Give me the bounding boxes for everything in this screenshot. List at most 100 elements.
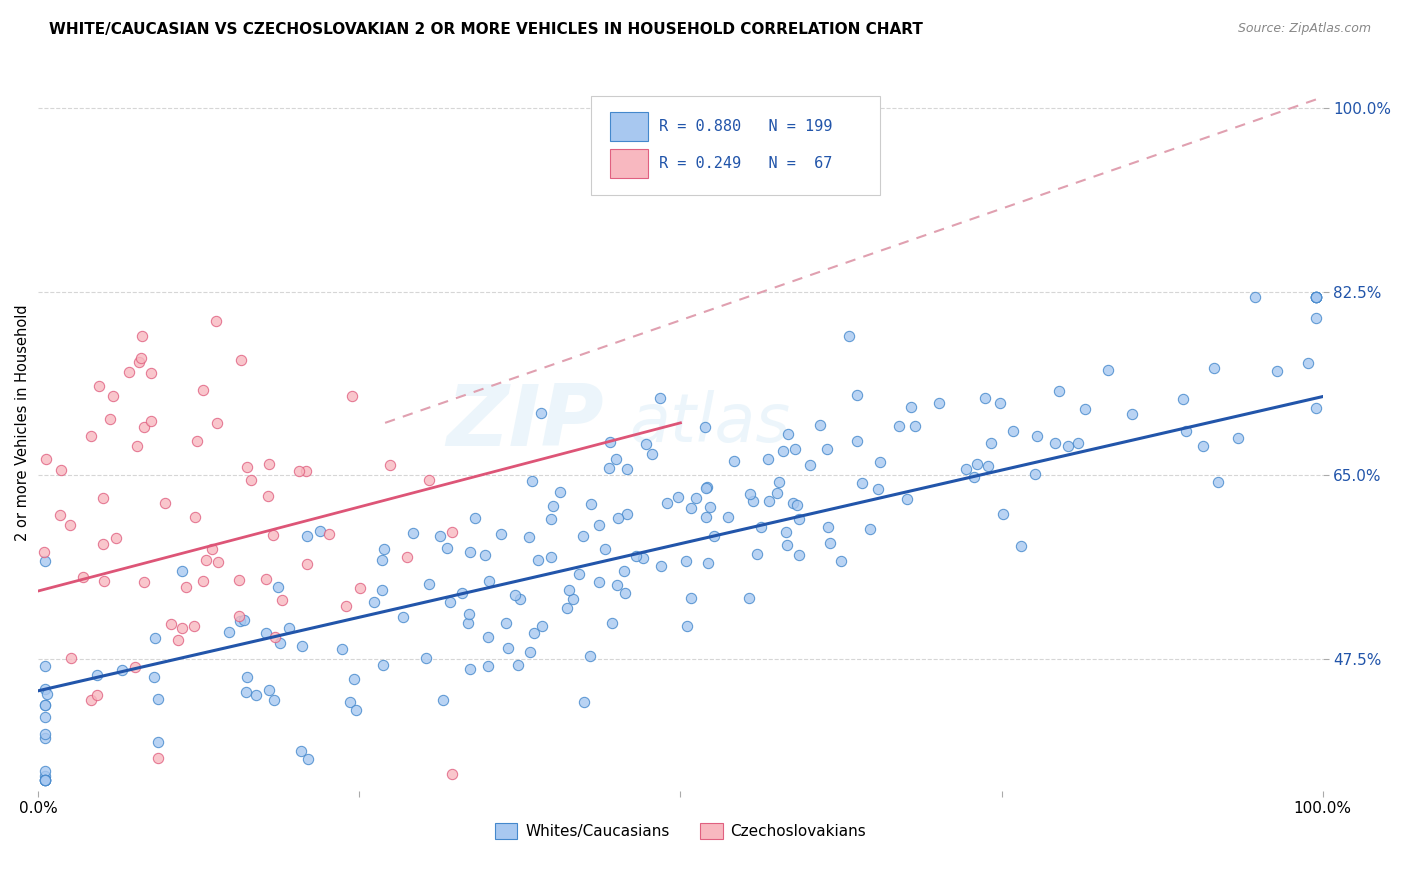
- Point: [696, 479, 718, 493]
- Point: [634, 437, 657, 451]
- Point: [378, 458, 401, 472]
- Point: [695, 510, 717, 524]
- Point: [245, 688, 267, 702]
- Point: [818, 535, 841, 549]
- Point: [34, 764, 56, 778]
- Point: [1010, 539, 1032, 553]
- Point: [571, 529, 593, 543]
- Point: [723, 454, 745, 468]
- Point: [370, 553, 392, 567]
- Point: [235, 685, 257, 699]
- Point: [650, 559, 672, 574]
- Point: [557, 583, 579, 598]
- Text: R = 0.880   N = 199: R = 0.880 N = 199: [658, 119, 832, 134]
- Point: [745, 547, 768, 561]
- FancyBboxPatch shape: [610, 112, 648, 141]
- Point: [1001, 424, 1024, 438]
- Point: [229, 614, 252, 628]
- Point: [602, 615, 624, 630]
- Point: [966, 457, 988, 471]
- Point: [35, 451, 58, 466]
- Point: [308, 524, 330, 538]
- Point: [418, 577, 440, 591]
- Point: [641, 447, 664, 461]
- Point: [772, 444, 794, 458]
- Y-axis label: 2 or more Vehicles in Household: 2 or more Vehicles in Household: [15, 304, 30, 541]
- Point: [183, 619, 205, 633]
- Point: [666, 491, 689, 505]
- Point: [174, 580, 197, 594]
- Point: [817, 519, 839, 533]
- Point: [679, 591, 702, 605]
- Point: [34, 698, 56, 713]
- Point: [555, 600, 578, 615]
- Point: [235, 670, 257, 684]
- Point: [297, 752, 319, 766]
- Point: [1305, 290, 1327, 304]
- Point: [980, 436, 1002, 450]
- Point: [520, 474, 543, 488]
- Point: [846, 388, 869, 402]
- Point: [278, 621, 301, 635]
- Point: [93, 574, 115, 589]
- Point: [344, 703, 367, 717]
- Point: [34, 545, 56, 559]
- Point: [1305, 290, 1327, 304]
- Point: [34, 773, 56, 788]
- Point: [167, 633, 190, 648]
- Point: [429, 529, 451, 543]
- Point: [204, 314, 226, 328]
- Point: [34, 710, 56, 724]
- Point: [887, 419, 910, 434]
- Point: [232, 613, 254, 627]
- Point: [588, 518, 610, 533]
- Point: [146, 750, 169, 764]
- Point: [464, 511, 486, 525]
- Point: [59, 518, 82, 533]
- Point: [34, 769, 56, 783]
- Point: [741, 493, 763, 508]
- Point: [87, 378, 110, 392]
- Point: [148, 735, 170, 749]
- Legend: Whites/Caucasians, Czechoslovakians: Whites/Caucasians, Czechoslovakians: [488, 817, 873, 846]
- Point: [363, 595, 385, 609]
- Point: [477, 630, 499, 644]
- Point: [103, 388, 125, 402]
- Point: [48, 508, 70, 523]
- Point: [335, 599, 357, 613]
- Point: [34, 698, 56, 712]
- Point: [1202, 361, 1225, 376]
- Point: [240, 473, 263, 487]
- Point: [34, 773, 56, 788]
- Point: [172, 620, 194, 634]
- Point: [782, 496, 804, 510]
- Text: atlas: atlas: [628, 390, 790, 456]
- Point: [616, 461, 638, 475]
- Point: [371, 582, 394, 597]
- Point: [205, 416, 228, 430]
- Point: [98, 411, 121, 425]
- Point: [415, 650, 437, 665]
- Point: [572, 695, 595, 709]
- Point: [648, 391, 671, 405]
- Point: [830, 554, 852, 568]
- Point: [783, 442, 806, 457]
- Point: [548, 484, 571, 499]
- Point: [896, 491, 918, 506]
- Point: [655, 496, 678, 510]
- Point: [868, 482, 890, 496]
- Point: [808, 418, 831, 433]
- Point: [1305, 290, 1327, 304]
- Point: [789, 548, 811, 562]
- Point: [675, 554, 697, 568]
- Point: [34, 554, 56, 568]
- Point: [738, 487, 761, 501]
- Point: [342, 388, 364, 402]
- Point: [184, 509, 207, 524]
- Point: [34, 658, 56, 673]
- Point: [1305, 290, 1327, 304]
- Point: [262, 528, 284, 542]
- Point: [696, 556, 718, 570]
- Point: [254, 625, 277, 640]
- Point: [339, 695, 361, 709]
